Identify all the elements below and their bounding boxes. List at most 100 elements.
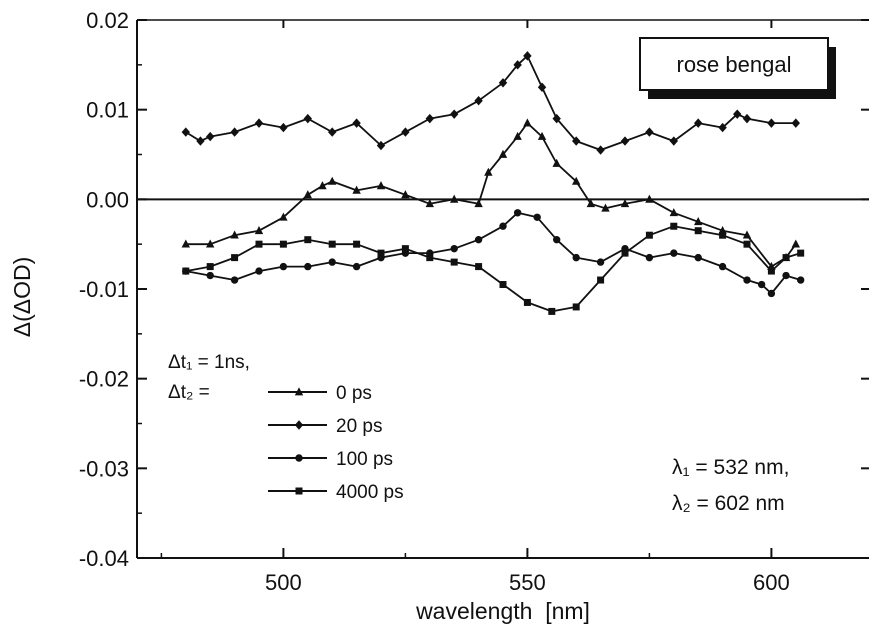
data-point-20-ps [425,113,434,124]
data-point-0-ps [694,217,703,226]
data-point-100-ps [279,262,288,271]
data-point-20-ps [303,113,312,124]
data-point-100-ps [796,276,805,284]
data-point-20-ps [620,136,630,146]
y-tick-label: -0.01 [79,277,129,302]
data-point-20-ps [718,122,727,133]
data-point-4000-ps [426,254,434,262]
data-point-0-ps [791,239,800,248]
data-point-4000-ps [328,240,336,248]
data-point-0-ps [669,208,678,217]
data-point-0-ps [742,230,752,239]
data-point-20-ps [206,131,215,142]
data-point-100-ps [450,244,458,253]
data-point-20-ps [791,118,800,128]
data-point-20-ps [742,113,752,124]
data-point-4000-ps [670,222,678,230]
data-point-20-ps [733,109,742,119]
x-tick-label: 600 [753,570,790,595]
data-point-20-ps [474,96,483,106]
data-point-4000-ps [206,263,214,271]
y-tick-label: -0.04 [79,546,129,571]
data-point-0-ps [181,239,190,248]
data-point-4000-ps [450,258,458,266]
data-point-100-ps [352,262,361,271]
series-line-4000-ps [185,225,801,313]
data-point-0-ps [484,167,493,176]
legend-marker-4000-ps [295,487,303,495]
data-point-0-ps [401,190,410,199]
y-axis-label: Δ(ΔOD) [9,257,35,338]
data-point-4000-ps [548,307,556,315]
data-point-20-ps [254,118,264,128]
wavelength-annotation-line-1: λ₁ = 532 nm, [672,456,789,479]
data-point-0-ps [620,199,630,208]
legend-marker-0-ps [294,387,304,396]
data-point-100-ps [328,258,336,266]
data-point-20-ps [328,127,337,137]
ticks-group: 0.02 0.01 0.00 -0.01 -0.02 -0.03 -0.04 500 550 60… [79,8,869,595]
data-point-4000-ps [694,227,702,235]
legend-label-20-ps: 20 ps [336,416,382,437]
data-point-20-ps [401,127,410,137]
data-point-100-ps [304,262,312,271]
data-point-0-ps [352,185,361,194]
legend-header: Δt₁ = 1ns, Δt₂ = [168,352,250,403]
data-point-4000-ps [572,303,580,311]
data-point-20-ps [230,127,239,137]
data-point-4000-ps [645,231,653,239]
data-point-100-ps [513,209,522,217]
data-point-20-ps [352,118,361,128]
data-point-100-ps [743,276,751,284]
data-point-100-ps [670,249,678,257]
annotation-box-text: rose bengal [677,52,792,77]
data-point-0-ps [552,158,561,167]
data-point-4000-ps [767,267,775,275]
data-point-4000-ps [719,231,727,239]
legend-header-line-2: Δt₂ = [168,382,210,403]
data-point-4000-ps [255,240,263,248]
data-point-0-ps [601,203,610,212]
data-point-4000-ps [401,245,409,253]
x-tick-label: 500 [265,570,302,595]
data-point-100-ps [694,253,702,262]
data-point-0-ps [572,176,581,185]
data-point-100-ps [533,213,541,221]
y-tick-label: 0.01 [86,98,129,123]
x-axis-label: wavelength [nm] [415,598,590,624]
data-point-20-ps [523,51,532,61]
data-point-20-ps [767,118,776,128]
data-point-100-ps [596,258,605,266]
data-point-4000-ps [279,240,287,248]
data-point-0-ps [230,230,239,239]
data-point-100-ps [645,253,654,262]
legend-label-0-ps: 0 ps [336,383,372,404]
data-point-0-ps [303,190,312,199]
data-point-20-ps [572,136,581,146]
data-point-100-ps [499,222,507,230]
legend-header-line-1: Δt₁ = 1ns, [168,352,250,373]
y-tick-label: -0.02 [79,367,129,392]
data-point-20-ps [498,78,508,88]
data-point-100-ps [782,271,790,280]
wavelength-annotation-line-2: λ₂ = 602 nm [672,492,785,515]
series-line-0-ps [185,122,797,268]
data-point-20-ps [537,82,547,92]
data-point-20-ps [376,140,386,151]
data-point-20-ps [645,127,654,137]
data-point-0-ps [513,131,522,140]
legend-marker-100-ps [295,454,303,462]
data-point-100-ps [474,235,483,244]
data-point-100-ps [767,289,776,298]
data-point-0-ps [450,194,459,203]
data-point-20-ps [279,122,288,133]
legend-marker-20-ps [294,420,304,430]
annotation-box: rose bengal [639,37,836,99]
data-point-20-ps [596,145,605,155]
data-point-0-ps [586,199,596,208]
data-point-20-ps [450,109,459,119]
data-point-4000-ps [304,236,312,244]
wavelength-annotation: λ₁ = 532 nm, λ₂ = 602 nm [672,456,789,515]
data-point-0-ps [425,199,434,208]
